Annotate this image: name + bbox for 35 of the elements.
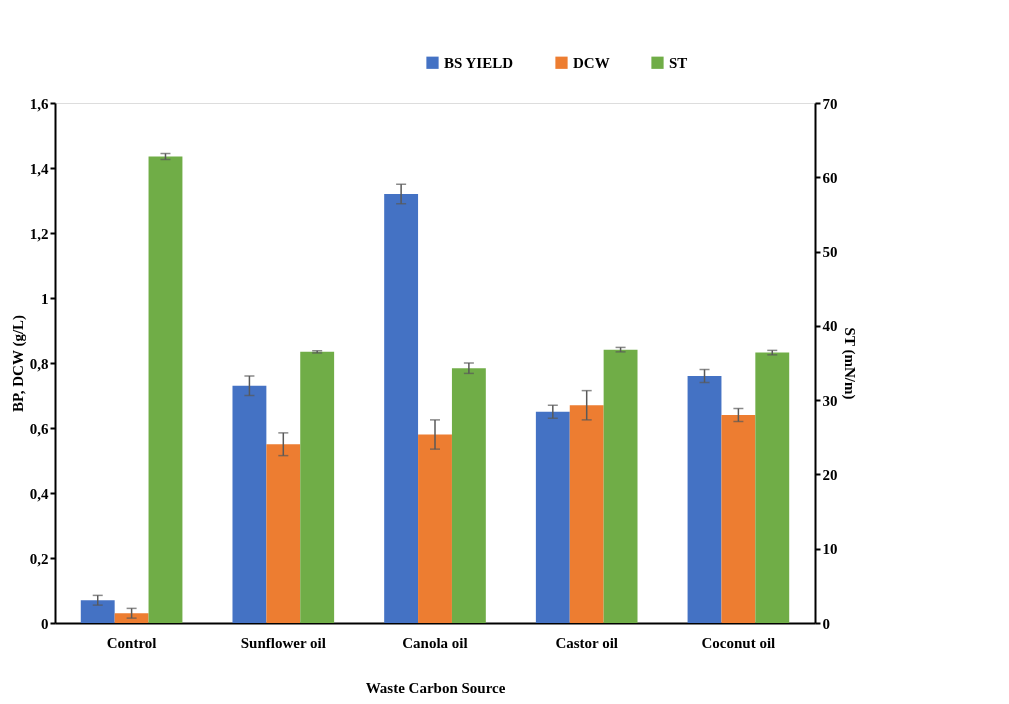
x-axis-title: Waste Carbon Source [365,679,506,696]
y-tick-label: 0,6 [29,420,49,437]
y2-tick-label: 40 [822,318,838,335]
bar [535,411,570,623]
y-tick-label: 1 [41,290,49,307]
y-tick-label: 0 [41,615,49,632]
bar [384,194,419,623]
y2-tick-label: 0 [822,615,830,632]
bar [114,613,149,623]
y-tick-label: 0,4 [29,485,49,502]
y-tick-label: 0,2 [29,550,49,567]
legend-label: BS YIELD [444,54,514,71]
y-tick-label: 1,2 [29,225,49,242]
y-tick-label: 0,8 [29,355,49,372]
x-tick-label: Control [106,634,157,651]
y2-tick-label: 50 [822,244,838,261]
x-tick-label: Coconut oil [701,634,776,651]
bar [232,385,267,623]
bar [80,600,115,623]
bar [148,156,183,623]
y2-tick-label: 70 [822,95,838,112]
x-tick-label: Castor oil [555,634,619,651]
x-tick-label: Sunflower oil [240,634,326,651]
y-tick-label: 1,6 [29,95,49,112]
y-axis-title: BP, DCW (g/L) [9,314,27,413]
y-tick-label: 1,4 [29,160,49,177]
legend-label: DCW [573,54,610,71]
y2-axis-title: ST (mN/m) [840,327,858,400]
y2-tick-label: 30 [822,392,838,409]
y2-tick-label: 10 [822,541,838,558]
bar [687,376,722,623]
y2-tick-label: 20 [822,466,838,483]
y2-tick-label: 60 [822,169,838,186]
x-tick-label: Canola oil [402,634,468,651]
legend-label: ST [669,54,688,71]
